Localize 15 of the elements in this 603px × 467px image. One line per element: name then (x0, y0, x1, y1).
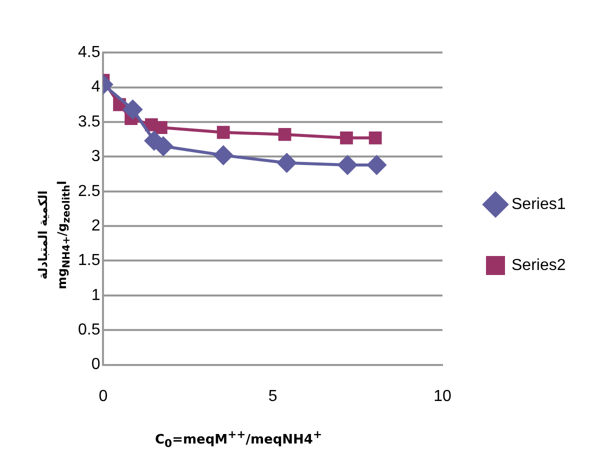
legend-label: Series1 (512, 196, 566, 213)
y-tick-label: 4.5 (78, 44, 100, 62)
y-tick-label: 4 (91, 78, 100, 96)
x-axis-title: C$_{0}$=meqM$^{++}$/meqNH4$^{+}$ (155, 428, 322, 450)
y-tick-label: 1 (91, 286, 100, 304)
y-tick-label: 0.5 (78, 322, 100, 339)
y-tick-label: 3.5 (78, 113, 100, 130)
y-tick-label: 1.5 (78, 252, 100, 270)
y-tick-label: 0 (91, 356, 100, 374)
x-tick-label: 10 (434, 388, 452, 405)
y-tick-label: 3 (91, 148, 100, 166)
legend-label: Series2 (512, 256, 566, 274)
x-tick-label: 5 (268, 388, 278, 405)
y-tick-label: 2 (91, 217, 100, 234)
y-tick-label: 2.5 (78, 182, 100, 200)
